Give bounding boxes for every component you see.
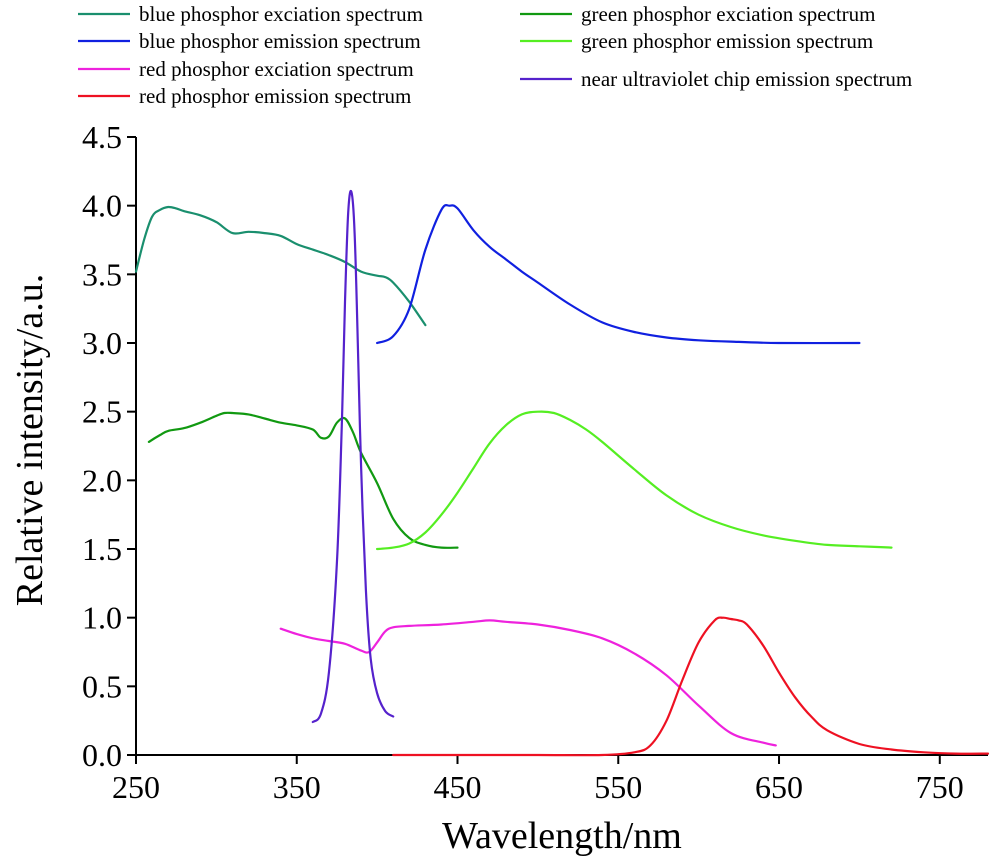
series-line-6 xyxy=(376,410,893,551)
series-line-1 xyxy=(134,205,427,327)
legend-label: blue phosphor exciation spectrum xyxy=(139,2,423,26)
series-line-2 xyxy=(376,203,861,345)
legend-label: blue phosphor emission spectrum xyxy=(139,29,421,53)
legend-label: red phosphor emission spectrum xyxy=(139,84,411,108)
y-tick-label: 4.0 xyxy=(82,188,122,224)
legend-label: red phosphor exciation spectrum xyxy=(139,57,414,81)
x-tick-label: 250 xyxy=(112,769,160,805)
x-axis-title: Wavelength/nm xyxy=(442,815,682,857)
y-tick-label: 3.5 xyxy=(82,256,122,292)
y-tick-label: 4.5 xyxy=(82,119,122,155)
y-axis-title: Relative intensity/a.u. xyxy=(9,274,51,606)
y-tick-label: 2.5 xyxy=(82,394,122,430)
y-tick-label: 2.0 xyxy=(82,462,122,498)
series-lines xyxy=(134,189,990,757)
legend-label: green phosphor emission spectrum xyxy=(581,29,873,53)
x-tick-label: 450 xyxy=(434,769,482,805)
y-tick-label: 3.0 xyxy=(82,325,122,361)
axes xyxy=(135,137,988,756)
legend-label: green phosphor exciation spectrum xyxy=(581,2,876,26)
legend: blue phosphor exciation spectrum blue pho… xyxy=(78,2,912,108)
x-tick-label: 750 xyxy=(916,769,964,805)
series-line-5 xyxy=(147,411,459,549)
x-tick-label: 650 xyxy=(755,769,803,805)
y-tick-label: 1.5 xyxy=(82,531,122,567)
series-line-4 xyxy=(392,616,990,757)
ticks: 250 350 450 550 650 750 0.0 0.5 1.0 1.5 2.0 2.5 3.0 3… xyxy=(82,119,964,805)
legend-label: near ultraviolet chip emission spectrum xyxy=(581,67,912,91)
x-tick-label: 350 xyxy=(273,769,321,805)
y-tick-label: 1.0 xyxy=(82,600,122,636)
y-tick-label: 0.5 xyxy=(82,668,122,704)
x-tick-label: 550 xyxy=(594,769,642,805)
series-line-7 xyxy=(311,189,395,724)
series-line-3 xyxy=(279,619,777,747)
y-tick-label: 0.0 xyxy=(82,737,122,773)
